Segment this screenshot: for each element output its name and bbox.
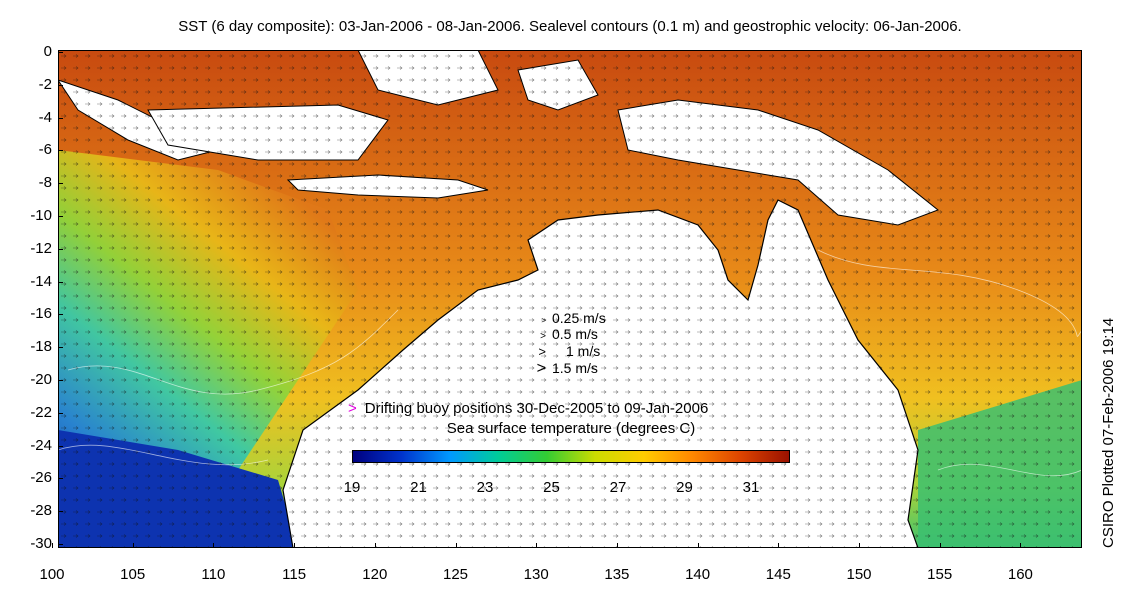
colorbar <box>352 450 790 463</box>
y-tick <box>58 412 63 414</box>
x-tick-label: 105 <box>120 566 146 583</box>
x-tick-label: 150 <box>846 566 872 583</box>
y-tick-label: -22 <box>30 403 52 421</box>
y-tick <box>58 478 63 480</box>
y-tick <box>58 445 63 447</box>
x-tick <box>294 543 296 548</box>
y-tick <box>58 511 63 513</box>
y-tick-label: -20 <box>30 371 52 388</box>
y-tick <box>58 84 63 86</box>
y-tick <box>58 52 63 53</box>
colorbar-tick-label: 29 <box>676 479 693 496</box>
vector-arrow-icon: > <box>538 344 546 359</box>
x-tick <box>1020 543 1022 548</box>
x-tick <box>616 543 618 548</box>
x-tick-label: 115 <box>282 566 307 583</box>
x-tick <box>939 543 941 548</box>
y-tick-label: -14 <box>30 272 52 290</box>
buoy-legend-label: Drifting buoy positions 30-Dec-2005 to 0… <box>364 400 709 417</box>
y-tick <box>58 183 63 185</box>
vector-arrow-icon: > <box>540 331 546 342</box>
y-tick <box>58 544 63 545</box>
y-tick-label: -10 <box>30 207 52 224</box>
velocity-legend-row: >0.5 m/s <box>520 326 598 342</box>
colorbar-tick-label: 21 <box>410 479 427 496</box>
y-tick <box>58 314 63 316</box>
y-tick <box>58 150 63 152</box>
y-tick <box>58 347 63 349</box>
x-tick-label: 110 <box>201 566 226 583</box>
y-tick-label: -16 <box>30 305 52 323</box>
velocity-legend-label: 1.5 m/s <box>552 360 598 376</box>
sst-map-graphic <box>58 50 1082 548</box>
velocity-legend-label: 0.25 m/s <box>552 310 606 326</box>
y-tick-label: -8 <box>38 174 52 192</box>
y-tick-label: -30 <box>30 535 52 552</box>
y-tick <box>58 216 63 217</box>
x-tick-label: 120 <box>362 566 388 583</box>
x-tick-label: 135 <box>604 566 630 583</box>
x-tick-label: 130 <box>523 566 549 583</box>
x-tick <box>213 543 215 548</box>
x-tick-label: 155 <box>927 566 953 583</box>
x-tick <box>455 543 457 548</box>
x-tick <box>52 543 53 548</box>
x-tick-label: 100 <box>39 566 65 583</box>
sst-map-plot <box>58 50 1082 548</box>
velocity-legend-label: 0.5 m/s <box>552 326 598 342</box>
y-tick-label: -18 <box>30 338 52 356</box>
velocity-legend-row: >0.25 m/s <box>520 310 606 326</box>
x-tick-label: 145 <box>765 566 791 583</box>
buoy-legend: > Drifting buoy positions 30-Dec-2005 to … <box>348 400 708 417</box>
y-tick-label: -24 <box>30 436 52 454</box>
y-tick <box>58 281 63 283</box>
buoy-marker-icon: > <box>348 400 357 417</box>
y-tick-label: -12 <box>30 239 52 257</box>
x-tick <box>132 543 134 548</box>
x-tick-label: 125 <box>442 566 469 583</box>
velocity-legend-row: >1.5 m/s <box>520 360 598 378</box>
x-tick-label: 140 <box>685 566 711 583</box>
colorbar-tick-label: 23 <box>476 479 494 496</box>
vector-arrow-icon: > <box>536 360 546 377</box>
colorbar-tick-label: 25 <box>543 479 560 496</box>
velocity-legend-row: >1 m/s <box>520 343 600 359</box>
plot-credit-text: CSIRO Plotted 07-Feb-2006 19:14 <box>1100 317 1117 548</box>
y-tick-label: -2 <box>38 75 52 93</box>
y-tick-label: 0 <box>43 43 52 60</box>
x-tick <box>859 543 860 548</box>
x-tick <box>778 543 780 548</box>
y-tick-label: -28 <box>30 502 52 520</box>
colorbar-title: Sea surface temperature (degrees C) <box>446 420 696 437</box>
y-tick <box>58 248 63 250</box>
vector-arrow-icon: > <box>541 316 546 325</box>
y-tick <box>58 380 63 381</box>
colorbar-tick-label: 27 <box>609 479 627 496</box>
velocity-legend-label: 1 m/s <box>566 343 601 359</box>
x-tick <box>536 543 538 548</box>
map-title: SST (6 day composite): 03-Jan-2006 - 08-… <box>178 18 962 35</box>
colorbar-tick-label: 31 <box>742 479 760 496</box>
colorbar-tick-label: 19 <box>343 479 361 496</box>
y-tick <box>58 117 63 119</box>
x-tick-label: 160 <box>1007 566 1033 583</box>
y-tick-label: -6 <box>38 141 52 159</box>
y-tick-label: -4 <box>38 108 52 126</box>
y-tick-label: -26 <box>30 469 52 487</box>
x-tick <box>374 543 376 548</box>
x-tick <box>697 543 699 548</box>
